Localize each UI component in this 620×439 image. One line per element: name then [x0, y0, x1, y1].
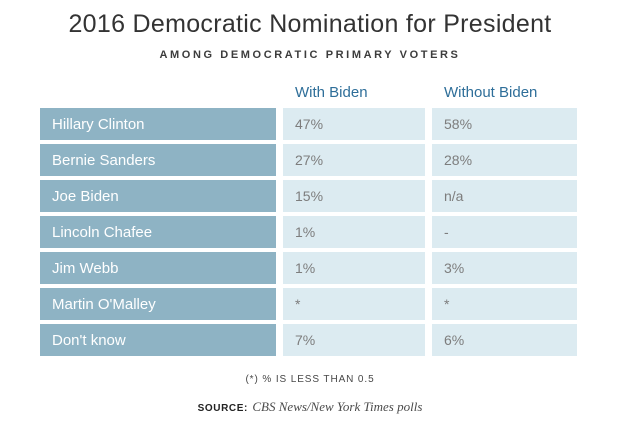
with-biden-value: 47% — [283, 108, 425, 140]
with-biden-value: 27% — [283, 144, 425, 176]
column-header-row: With Biden Without Biden — [40, 84, 577, 108]
candidate-name: Martin O'Malley — [40, 288, 276, 320]
candidate-name: Lincoln Chafee — [40, 216, 276, 248]
without-biden-value: 3% — [432, 252, 577, 284]
without-biden-value: 6% — [432, 324, 577, 356]
with-biden-value: 1% — [283, 216, 425, 248]
source-label: SOURCE: — [197, 403, 248, 414]
without-biden-value: 28% — [432, 144, 577, 176]
with-biden-value: 15% — [283, 180, 425, 212]
with-biden-value: 7% — [283, 324, 425, 356]
poll-table: Hillary Clinton 47% 58% Bernie Sanders 2… — [40, 108, 577, 356]
without-biden-value: * — [432, 288, 577, 320]
candidate-name: Don't know — [40, 324, 276, 356]
column-header-without-biden: Without Biden — [444, 84, 538, 101]
poll-graphic: 2016 Democratic Nomination for President… — [0, 10, 620, 439]
with-biden-value: * — [283, 288, 425, 320]
column-header-spacer — [40, 84, 276, 108]
column-header-with-biden: With Biden — [295, 84, 368, 101]
source-text: CBS News/New York Times polls — [252, 399, 423, 414]
without-biden-value: n/a — [432, 180, 577, 212]
page-title: 2016 Democratic Nomination for President — [68, 10, 552, 38]
without-biden-value: 58% — [432, 108, 577, 140]
subtitle: AMONG DEMOCRATIC PRIMARY VOTERS — [159, 49, 461, 61]
without-biden-value: - — [432, 216, 577, 248]
with-biden-value: 1% — [283, 252, 425, 284]
source-line: SOURCE: CBS News/New York Times polls — [0, 398, 620, 416]
candidate-name: Hillary Clinton — [40, 108, 276, 140]
footnote: (*) % IS LESS THAN 0.5 — [245, 374, 375, 385]
candidate-name: Jim Webb — [40, 252, 276, 284]
candidate-name: Joe Biden — [40, 180, 276, 212]
candidate-name: Bernie Sanders — [40, 144, 276, 176]
